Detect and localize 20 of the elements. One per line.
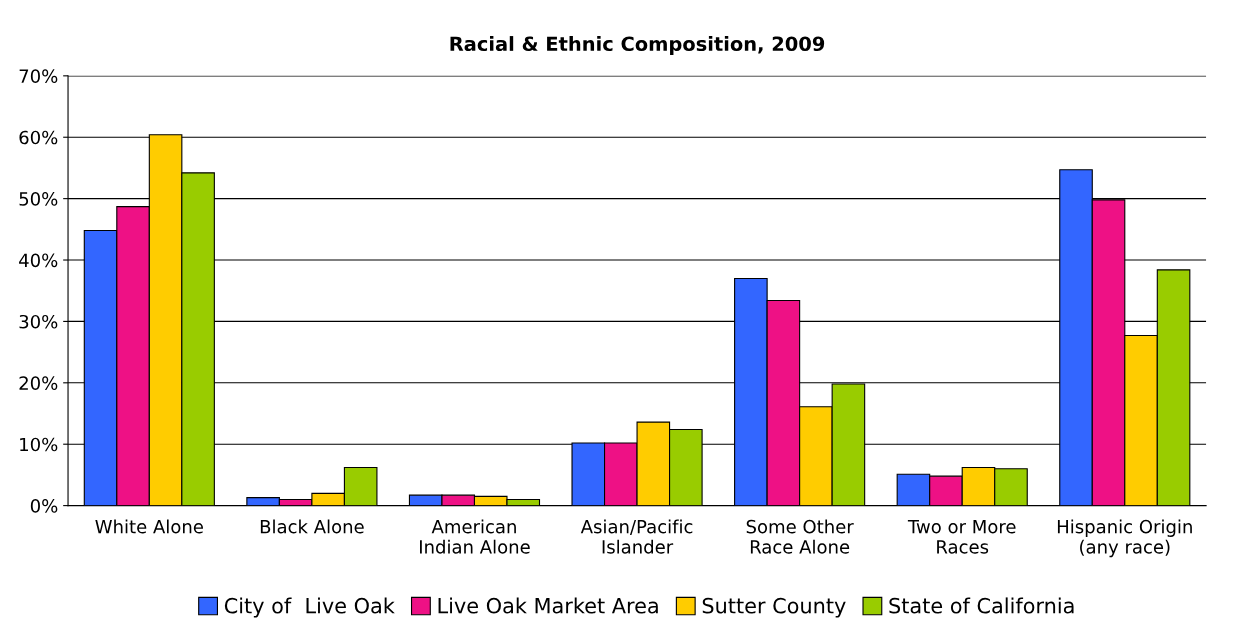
x-tick-label: White Alone (95, 519, 203, 534)
y-tick-label: 10% (20, 437, 58, 452)
y-tick-label: 50% (19, 192, 58, 206)
legend-label: Sutter County (702, 597, 846, 618)
x-tick-label: Hispanic Origin (any race) (1057, 519, 1192, 558)
y-tick-label: 30% (19, 314, 58, 329)
y-tick-label: 20% (19, 376, 58, 390)
x-tick-label: Two or More Races (907, 520, 1016, 554)
legend-label: State of California (889, 597, 1074, 614)
y-tick-label: 40% (19, 253, 58, 268)
y-tick-label: 70% (19, 69, 58, 83)
legend-label: Live Oak Market Area (438, 597, 658, 614)
x-tick-label: Some Other Race Alone (746, 519, 854, 554)
y-tick-label: 0% (30, 499, 58, 513)
x-tick-label: American Indian Alone (420, 519, 530, 554)
chart-title: Racial & Ethnic Composition, 2009 (450, 36, 825, 55)
y-tick-label: 60% (19, 130, 58, 145)
x-tick-label: Asian/Pacific Islander (580, 519, 693, 554)
legend-label: City of Live Oak (224, 597, 395, 618)
x-tick-label: Black Alone (260, 519, 364, 534)
